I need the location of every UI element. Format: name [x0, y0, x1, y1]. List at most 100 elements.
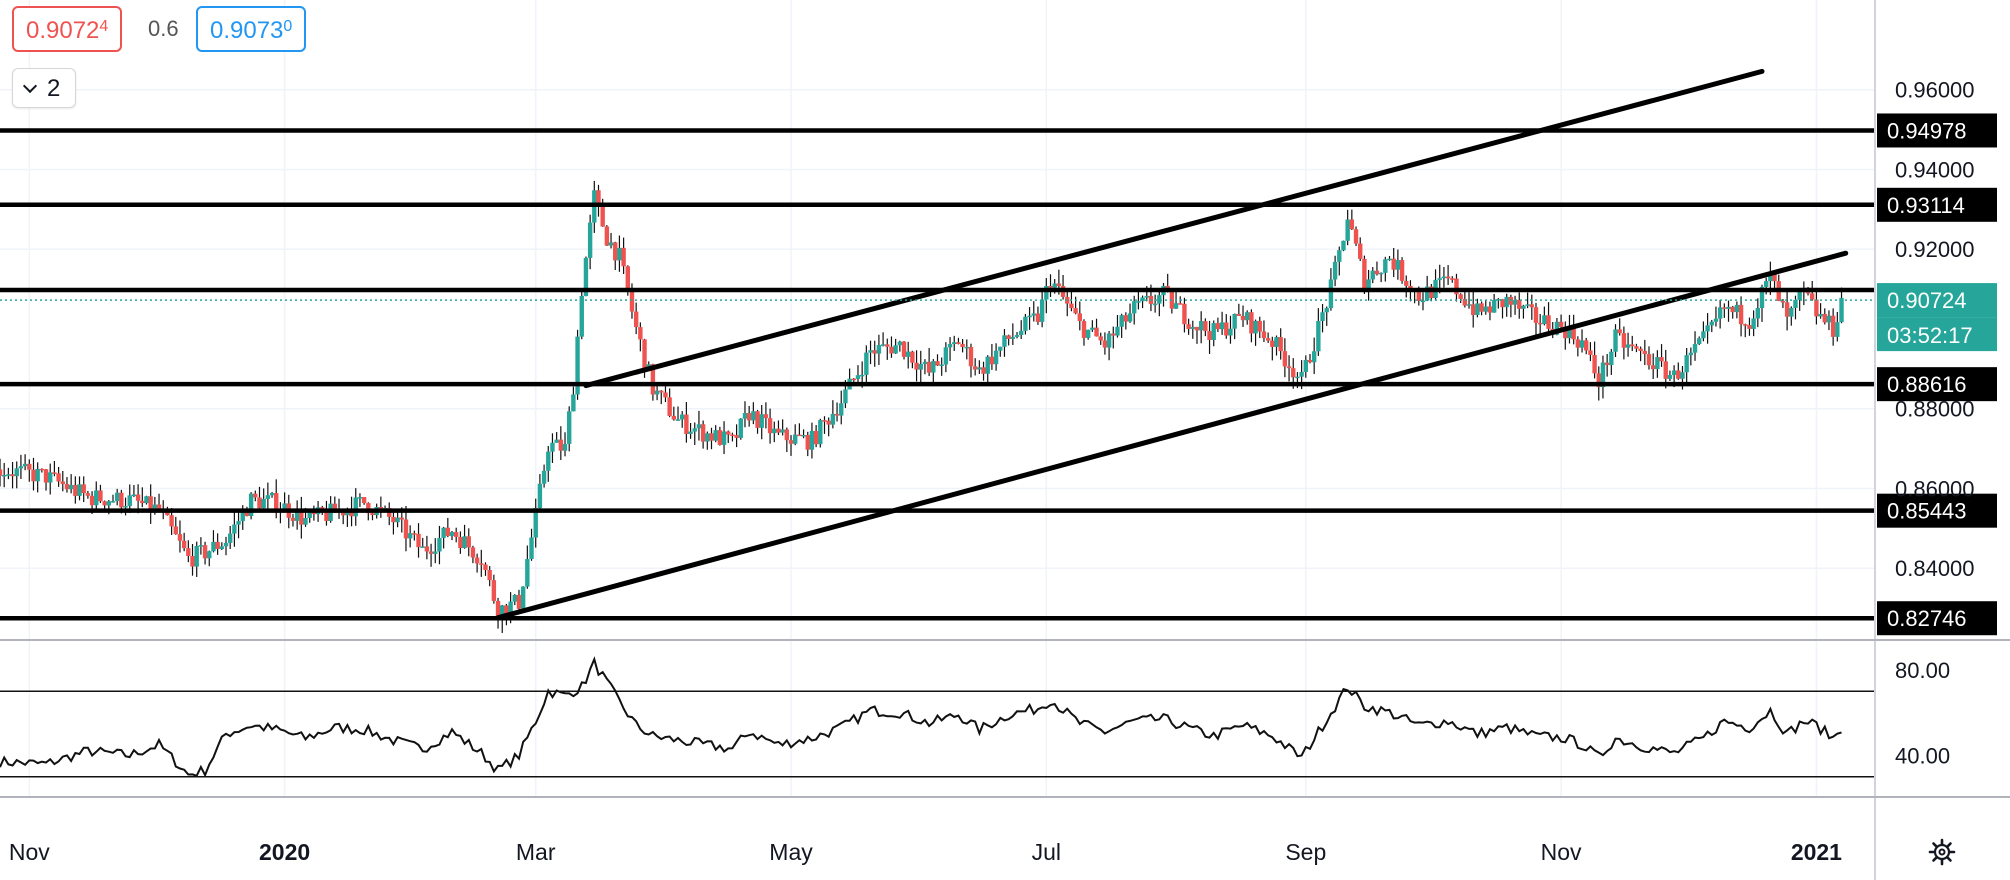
candle-body [449, 532, 455, 536]
candle-body [952, 342, 957, 345]
price-tick-label: 0.94000 [1895, 157, 1975, 182]
candle-body [1835, 322, 1840, 337]
candle-body [1734, 304, 1740, 313]
candle-body [1349, 219, 1355, 230]
candle-body [1542, 315, 1547, 325]
candle-body [1085, 329, 1091, 338]
candle-body [1822, 313, 1827, 323]
candle-body [659, 390, 664, 393]
candle-body [223, 542, 229, 547]
candle-body [1261, 331, 1267, 339]
candle-body [1035, 313, 1041, 322]
candle-body [897, 341, 903, 346]
candle-body [1115, 326, 1120, 336]
level-price-label: 0.82746 [1887, 606, 1967, 631]
candle-body [617, 247, 622, 261]
countdown-badge [1877, 317, 1997, 352]
candle-body [692, 428, 697, 432]
candle-body [1332, 261, 1338, 280]
candle-body [705, 433, 710, 442]
candle-body [89, 495, 95, 506]
trendline[interactable] [495, 250, 1849, 621]
candle-body [1667, 375, 1673, 379]
candle-body [939, 364, 944, 367]
bid-price-box[interactable]: 0.90724 [12, 6, 123, 52]
candle-body [696, 424, 702, 429]
candle-body [1065, 296, 1070, 304]
ask-price: 0.9073 [210, 17, 284, 44]
candle-body [1743, 324, 1748, 326]
candle-body [1596, 373, 1601, 388]
candle-body [85, 493, 91, 496]
candle-body [416, 533, 421, 548]
candle-body [872, 350, 877, 354]
candle-body [378, 507, 384, 509]
ask-price-box[interactable]: 0.90730 [196, 6, 307, 52]
candle-body [227, 533, 233, 543]
candle-body [144, 496, 149, 504]
candle-body [181, 540, 187, 549]
trendline[interactable] [583, 68, 1765, 389]
candle-body [956, 342, 961, 344]
candle-body [399, 517, 404, 520]
level-price-badge [1877, 601, 1997, 636]
candle-body [1751, 318, 1756, 329]
candle-body [906, 351, 911, 357]
candle-body [1094, 327, 1099, 337]
candle-body [123, 506, 128, 508]
candle-body [558, 439, 564, 451]
candle-body [1709, 321, 1714, 326]
candle-body [1726, 306, 1731, 309]
candle-body [458, 536, 463, 549]
candle-body [14, 468, 19, 477]
time-tick-label: 2021 [1791, 839, 1842, 865]
candle-body [1613, 329, 1618, 352]
candle-body [1014, 335, 1020, 337]
candle-body [1307, 359, 1313, 363]
price-tick-label: 0.96000 [1895, 78, 1975, 103]
candle-body [1738, 304, 1744, 325]
trendlines[interactable] [495, 68, 1849, 621]
oscillator-tick-label: 80.00 [1895, 658, 1950, 683]
candle-body [18, 466, 24, 469]
candle-body [64, 484, 70, 490]
candle-body [1839, 297, 1844, 323]
candle-body [1119, 315, 1124, 327]
candle-body [1487, 306, 1493, 313]
candle-body [1295, 376, 1300, 379]
candle-body [1023, 316, 1028, 331]
candle-body [437, 537, 442, 552]
candle-body [1039, 299, 1045, 322]
candle-body [1713, 318, 1719, 322]
bar-countdown-label: 03:52:17 [1887, 323, 1973, 348]
candle-body [1362, 258, 1367, 291]
candle-body [35, 468, 40, 482]
candle-body [1370, 270, 1375, 280]
candle-body [135, 494, 141, 501]
candle-body [859, 374, 865, 377]
candle-body [474, 557, 480, 564]
candle-body [977, 367, 982, 370]
time-tick-label: Sep [1285, 839, 1326, 865]
price-tick-label: 0.88000 [1895, 397, 1975, 422]
candle-body [1491, 300, 1497, 313]
indicator-toggle-button[interactable]: 2 [12, 68, 76, 108]
candle-body [294, 509, 300, 521]
candle-body [1299, 371, 1304, 377]
candle-body [1169, 290, 1175, 309]
candle-body [1194, 326, 1200, 331]
candle-body [960, 343, 965, 348]
candle-body [395, 517, 400, 523]
candle-body [131, 494, 137, 497]
candle-body [361, 497, 367, 504]
candle-body [73, 484, 78, 496]
horizontal-levels[interactable]: 0.94978 0.93114 0.88616 0.85443 0.82746 [0, 113, 1997, 636]
spread-value: 0.6 [148, 16, 179, 41]
settings-gear-icon[interactable] [1928, 838, 1956, 866]
candle-body [1722, 307, 1727, 309]
candle-body [613, 242, 618, 261]
candle-body [1483, 306, 1488, 312]
candle-body [1625, 344, 1631, 348]
candle-body [880, 344, 886, 346]
